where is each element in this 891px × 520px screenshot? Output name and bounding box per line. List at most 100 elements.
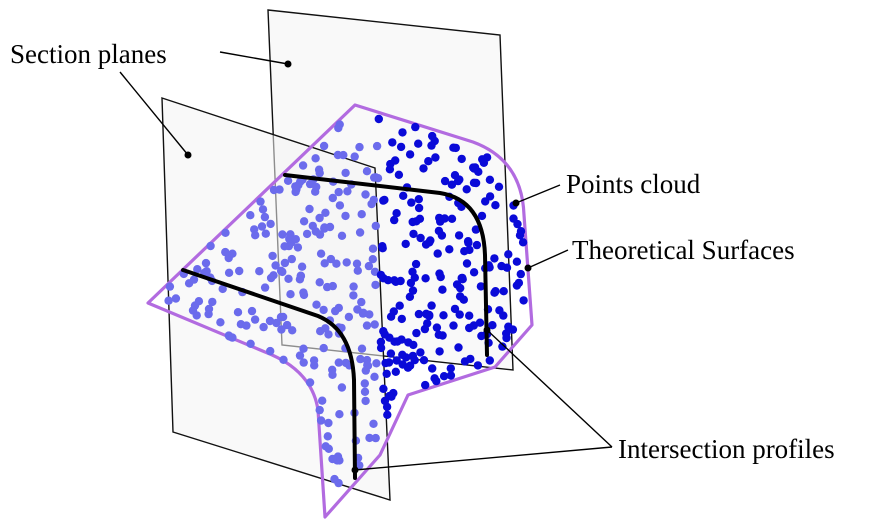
point [469,163,478,172]
point [414,203,424,213]
point [414,195,423,204]
point [378,242,387,251]
point [426,236,435,245]
point [360,387,370,396]
point [451,143,460,153]
point [325,222,335,232]
point [370,320,379,329]
point [271,261,280,270]
point [485,356,494,365]
point [224,268,234,277]
point [283,176,293,185]
point [421,380,430,390]
point [473,361,483,370]
point [326,254,336,264]
point [485,263,494,272]
point [367,199,376,209]
point [318,396,327,405]
intersection-profile-back [283,173,489,357]
point [324,418,333,428]
point [256,197,265,206]
point [371,280,380,290]
point [344,312,354,322]
point [269,185,279,195]
point [462,259,472,268]
point [485,175,495,184]
point [516,269,525,279]
point [246,339,255,348]
point [431,153,440,162]
point [386,349,396,358]
label-intersection-profiles: Intersection profiles [618,434,835,464]
point [357,297,366,307]
point [316,416,326,425]
point [357,344,367,353]
point [407,198,416,207]
point [454,343,463,352]
point [368,244,378,253]
point [335,201,345,210]
point [164,296,173,305]
point [382,369,391,378]
point [385,165,395,174]
point [305,204,314,214]
point [328,454,337,464]
point [421,274,430,283]
point [269,271,278,280]
point [491,201,500,210]
point [434,226,444,236]
point [465,323,474,333]
point [194,297,204,306]
point [321,208,330,217]
point [446,364,455,373]
point [316,249,326,258]
point [362,167,372,176]
point [475,318,485,327]
point [458,273,467,283]
point [499,287,508,296]
point [513,219,522,229]
point [390,215,399,225]
point [208,297,217,307]
point [246,211,255,220]
point [260,212,270,222]
point [450,304,460,314]
point [459,295,468,304]
point [233,308,243,317]
point [491,287,500,296]
point [250,315,260,324]
theoretical-surface-outline [146,103,534,519]
point [323,432,332,441]
point [295,351,305,360]
point [397,314,406,324]
point [380,330,389,339]
point [201,258,211,268]
point [280,258,290,268]
point [221,247,230,257]
point [379,384,388,393]
point [221,228,230,237]
point [428,131,437,141]
intersection-profile-front [181,268,357,480]
point [235,266,244,276]
point [440,214,449,223]
point [399,191,408,200]
point [432,376,441,386]
point [206,241,215,251]
point [385,391,394,401]
point [409,229,418,239]
point [349,282,358,291]
point [419,164,428,173]
point [265,316,275,326]
point [438,331,447,340]
point [365,310,374,319]
point [299,290,309,300]
point [392,356,401,365]
point [498,342,507,351]
leader-points-cloud [512,184,561,207]
point [370,372,379,381]
point [419,356,429,365]
point [261,229,270,238]
point [445,245,454,254]
point [432,323,442,332]
